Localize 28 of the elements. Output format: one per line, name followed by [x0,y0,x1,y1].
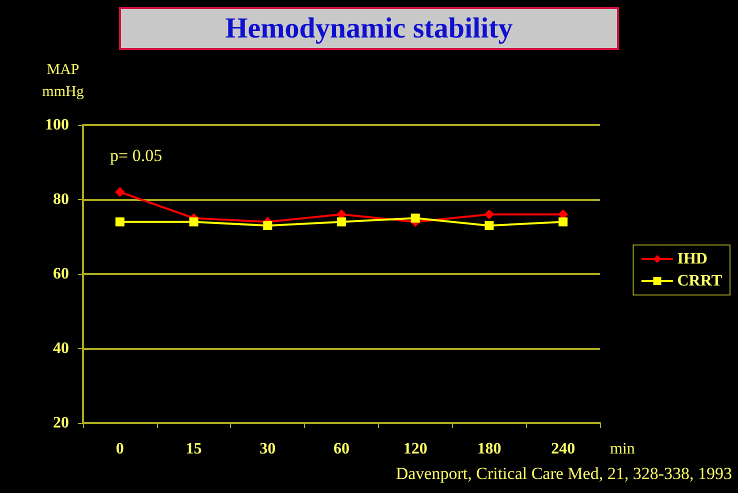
point [189,217,198,226]
x-axis-title: min [610,440,635,458]
y-tick-label: 100 [45,116,69,134]
legend-label: CRRT [677,272,722,290]
point [114,187,125,198]
y-tick-label: 80 [53,191,69,208]
y-tick-label: 40 [53,340,69,357]
point [484,209,494,220]
point [410,214,420,223]
y-tick-label: 60 [53,266,69,282]
x-tick-label: 180 [477,440,502,458]
y-tick-label: 20 [53,414,69,432]
point [263,221,272,230]
x-tick-label: 240 [551,440,576,458]
point [337,217,346,226]
x-tick-label: 60 [334,440,350,458]
text: Davenport, Critical Care Med, 21, 328-338, 1993 [396,464,732,483]
chart-title: Hemodynamic stability [225,12,514,44]
annotation: p= 0.05 [110,146,162,165]
point [558,217,568,226]
x-tick-label: 0 [116,440,124,458]
x-tick-label: 120 [403,440,428,458]
x-tick-label: 30 [260,440,276,458]
y-axis-title: MAP mmHg [42,62,84,100]
point [484,221,494,230]
point [115,217,124,226]
legend-label: IHD [677,250,708,268]
x-tick-label: 15 [186,440,202,458]
